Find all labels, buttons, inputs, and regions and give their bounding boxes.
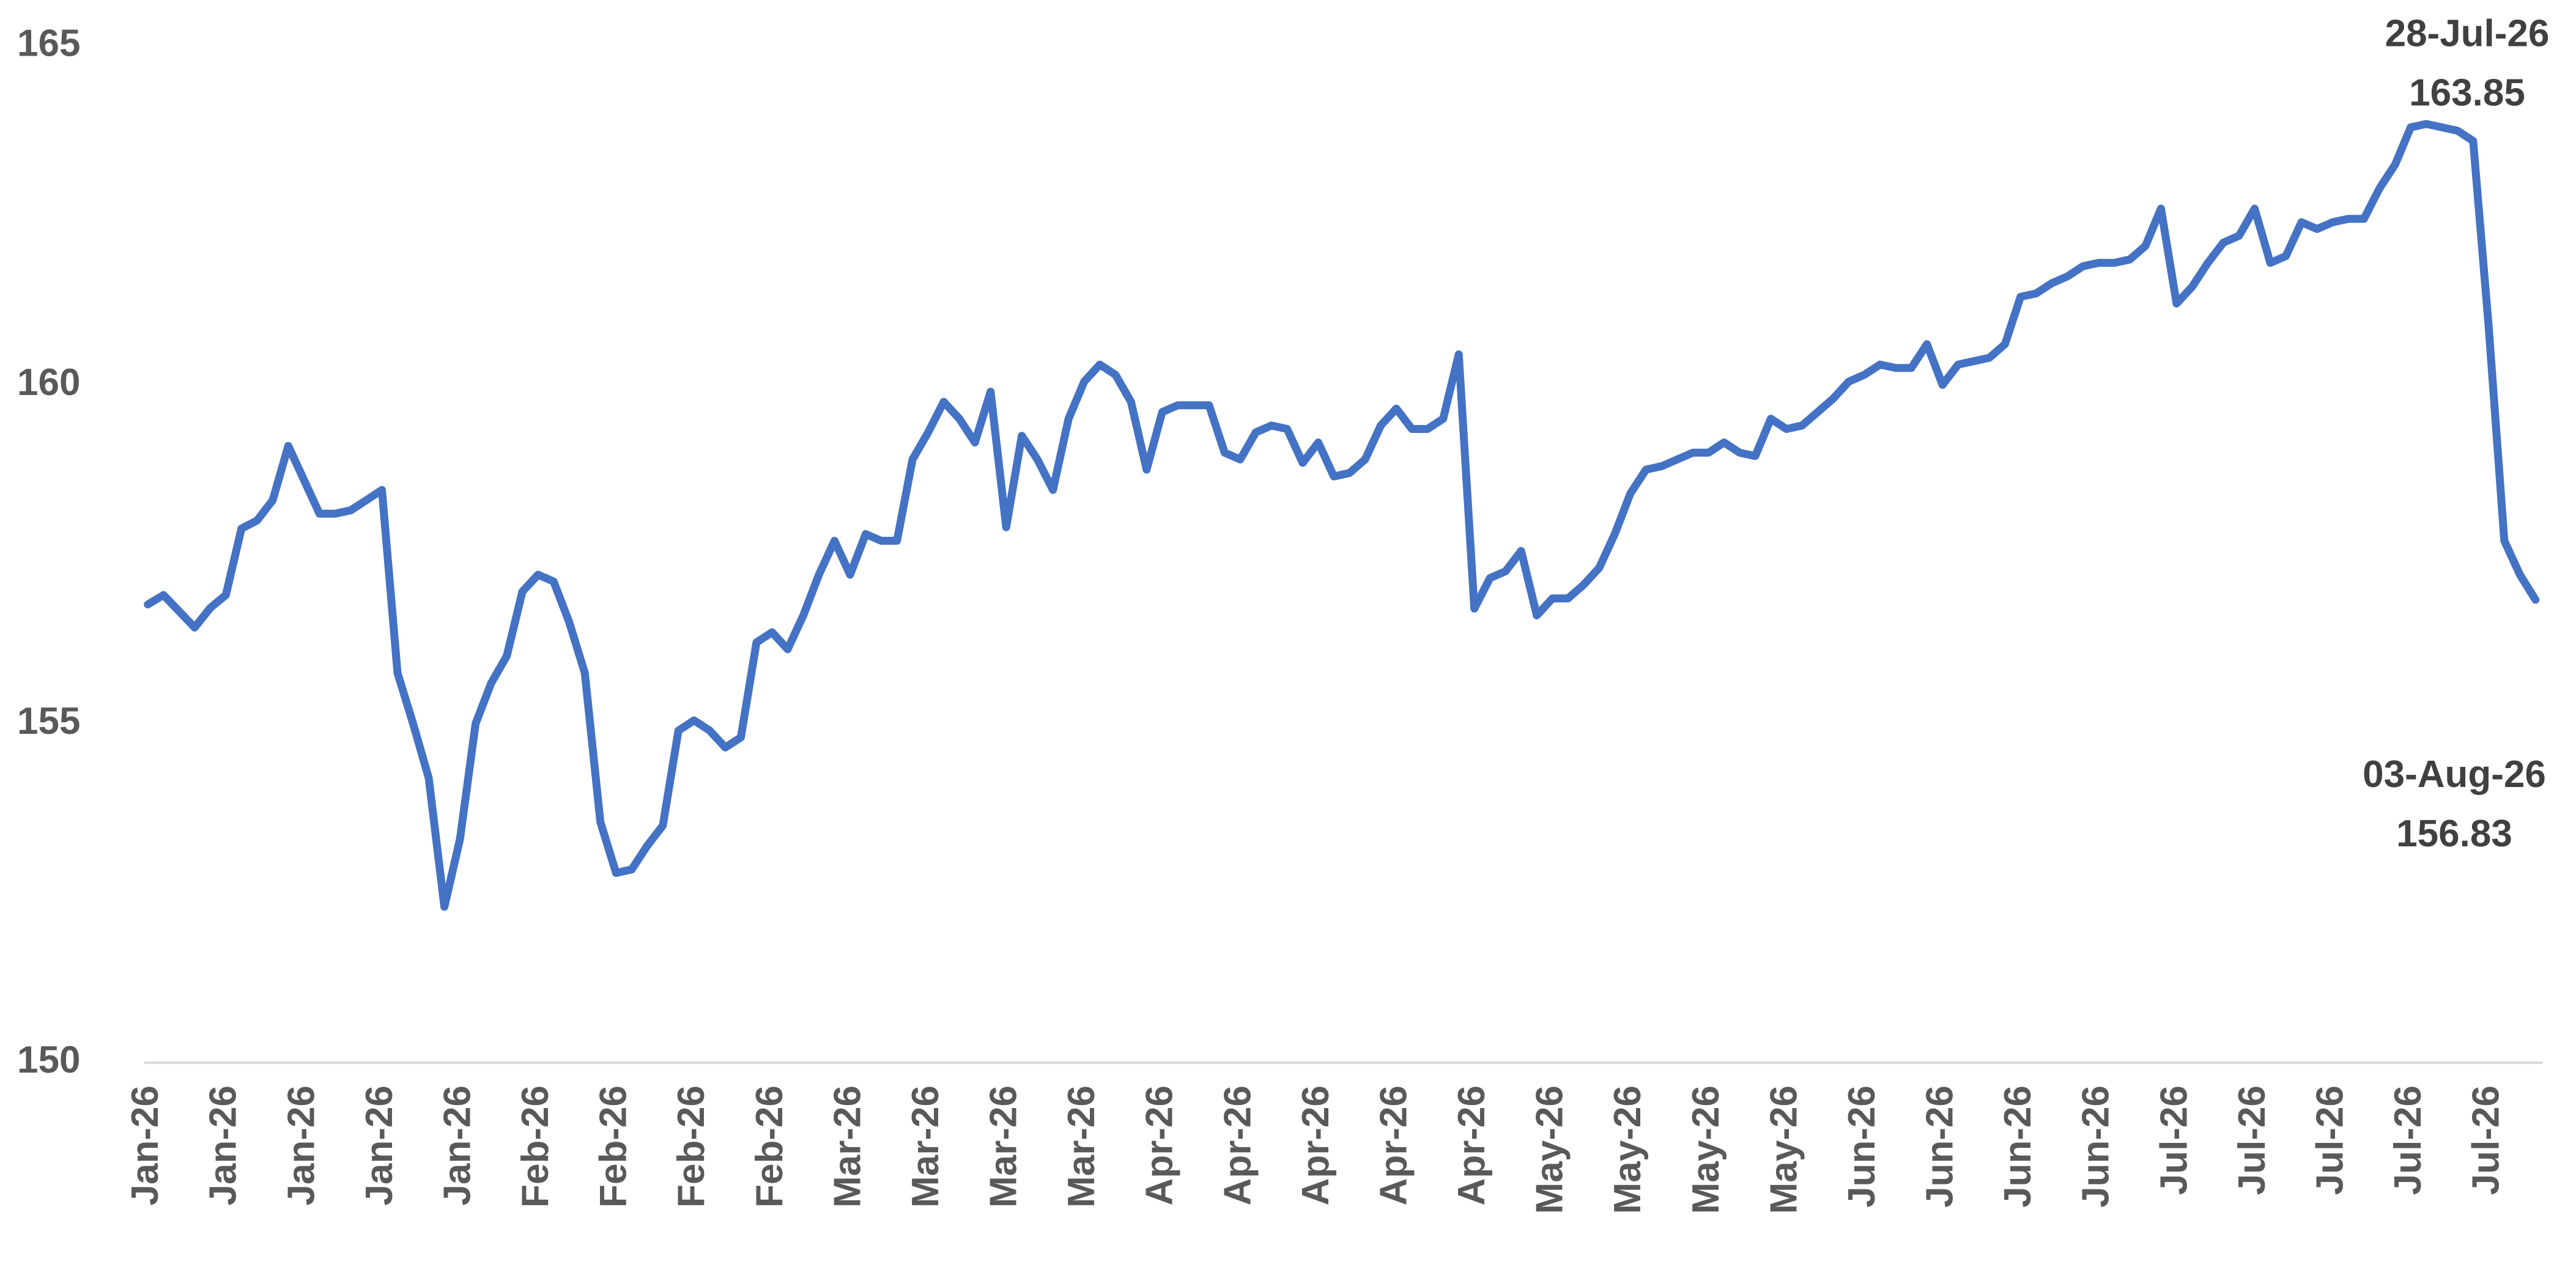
x-tick-label: May-26 <box>1607 1085 1649 1214</box>
x-tick-label: Jun-26 <box>2075 1085 2117 1208</box>
y-tick-label: 160 <box>17 361 80 404</box>
x-tick-label: Jan-26 <box>358 1085 401 1205</box>
x-tick-label: Jun-26 <box>1919 1085 1961 1208</box>
x-tick-label: Jan-26 <box>436 1085 478 1205</box>
x-tick-label: Jul-26 <box>2153 1085 2195 1195</box>
x-tick-label: Jun-26 <box>1841 1085 1883 1208</box>
x-tick-label: Jul-26 <box>2309 1085 2351 1195</box>
x-tick-label: Jul-26 <box>2231 1085 2273 1195</box>
x-tick-label: Feb-26 <box>749 1085 791 1208</box>
x-tick-label: Mar-26 <box>1060 1085 1103 1208</box>
x-tick-label: Jul-26 <box>2465 1085 2508 1195</box>
data-line <box>144 120 2540 911</box>
x-tick-label: Jan-26 <box>280 1085 322 1205</box>
annotation-date: 03-Aug-26 <box>2363 753 2546 796</box>
y-tick-label: 165 <box>17 23 80 65</box>
annotation-value: 163.85 <box>2409 72 2525 114</box>
x-tick-label: Feb-26 <box>593 1085 635 1208</box>
x-tick-label: Apr-26 <box>1139 1085 1181 1205</box>
annotation-date: 28-Jul-26 <box>2385 12 2550 54</box>
x-tick-label: Feb-26 <box>514 1085 557 1208</box>
x-tick-label: Feb-26 <box>670 1085 712 1208</box>
x-tick-label: Apr-26 <box>1295 1085 1337 1205</box>
y-tick-label: 155 <box>17 700 80 742</box>
x-tick-label: May-26 <box>1685 1085 1727 1214</box>
x-tick-label: Jan-26 <box>202 1085 245 1205</box>
x-tick-label: Apr-26 <box>1451 1085 1493 1205</box>
x-tick-label: Mar-26 <box>905 1085 947 1208</box>
y-tick-label: 150 <box>17 1039 80 1081</box>
x-tick-label: Jun-26 <box>1997 1085 2039 1208</box>
x-tick-label: Jan-26 <box>124 1085 166 1205</box>
x-tick-label: Mar-26 <box>826 1085 868 1208</box>
x-tick-label: Jul-26 <box>2387 1085 2429 1195</box>
annotation-value: 156.83 <box>2396 813 2512 855</box>
x-tick-label: Mar-26 <box>983 1085 1025 1208</box>
x-tick-label: Apr-26 <box>1216 1085 1259 1205</box>
x-tick-label: May-26 <box>1529 1085 1571 1214</box>
x-tick-label: Apr-26 <box>1372 1085 1415 1205</box>
x-tick-label: May-26 <box>1763 1085 1805 1214</box>
